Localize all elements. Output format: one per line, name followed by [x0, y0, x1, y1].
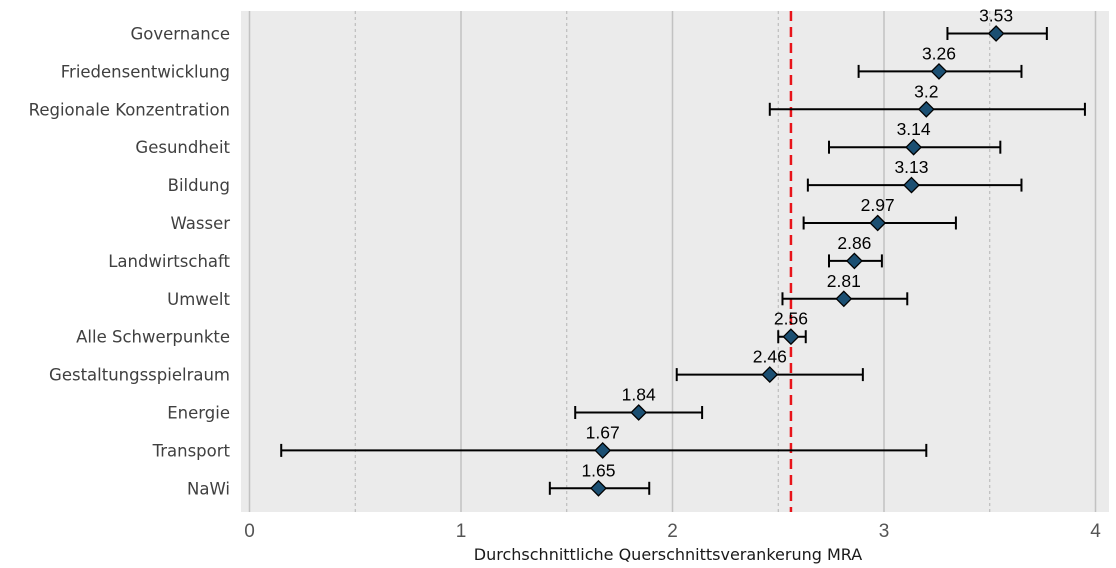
- data-point: [869, 214, 887, 232]
- data-label: 1.65: [581, 460, 615, 480]
- data-label: 3.53: [979, 6, 1013, 26]
- data-label: 3.2: [914, 81, 938, 101]
- category-label: Transport: [152, 441, 231, 460]
- category-label: Wasser: [171, 214, 231, 233]
- data-label: 2.97: [861, 195, 895, 215]
- category-label: NaWi: [187, 479, 230, 498]
- x-axis-title: Durchschnittliche Querschnittsverankerun…: [474, 545, 862, 564]
- data-point: [590, 479, 607, 497]
- data-label: 1.67: [586, 422, 620, 442]
- data-point: [905, 138, 923, 156]
- x-tick-label: 0: [244, 521, 255, 542]
- category-label: Landwirtschaft: [108, 252, 230, 271]
- x-tick-label: 2: [667, 521, 678, 542]
- category-label: Energie: [167, 404, 230, 423]
- data-point: [987, 25, 1005, 42]
- data-label-layer: 3.53 3.26 3.2 3.14 3.13 2.97 2.86 2.81 2.56 2.46 1…: [581, 6, 1013, 481]
- data-point: [930, 62, 948, 80]
- data-point: [761, 366, 779, 384]
- category-label: Gestaltungsspielraum: [49, 366, 230, 385]
- category-label-layer: Governance Friedensentwicklung Regionale K…: [29, 25, 231, 499]
- data-label: 2.56: [774, 309, 808, 329]
- category-label: Bildung: [168, 176, 230, 195]
- category-label: Governance: [130, 25, 230, 44]
- data-point: [782, 328, 800, 346]
- category-label: Umwelt: [167, 290, 230, 309]
- data-label: 2.86: [837, 233, 871, 253]
- grid-layer: [248, 11, 1097, 512]
- category-label: Friedensentwicklung: [61, 62, 230, 81]
- data-label: 3.14: [897, 119, 931, 139]
- data-label: 2.46: [753, 347, 787, 367]
- data-point: [845, 252, 863, 270]
- data-point: [630, 404, 648, 421]
- data-point: [903, 176, 920, 194]
- data-label: 2.81: [827, 271, 861, 291]
- data-point: [835, 290, 853, 308]
- category-label: Gesundheit: [135, 138, 230, 157]
- category-label: Regionale Konzentration: [29, 100, 230, 119]
- data-point: [917, 100, 935, 118]
- x-tick-label: 1: [456, 521, 467, 542]
- x-tick-label: 4: [1090, 521, 1101, 542]
- x-tick-label: 3: [879, 521, 890, 542]
- plot-panel: [241, 11, 1109, 512]
- data-label: 3.26: [922, 43, 956, 63]
- data-label: 1.84: [622, 385, 656, 405]
- data-label: 3.13: [894, 157, 928, 177]
- category-label: Alle Schwerpunkte: [76, 328, 230, 347]
- x-tick-label-layer: 0 1 2 3 4: [244, 521, 1101, 542]
- data-point: [594, 441, 612, 459]
- point-layer: [590, 25, 1005, 497]
